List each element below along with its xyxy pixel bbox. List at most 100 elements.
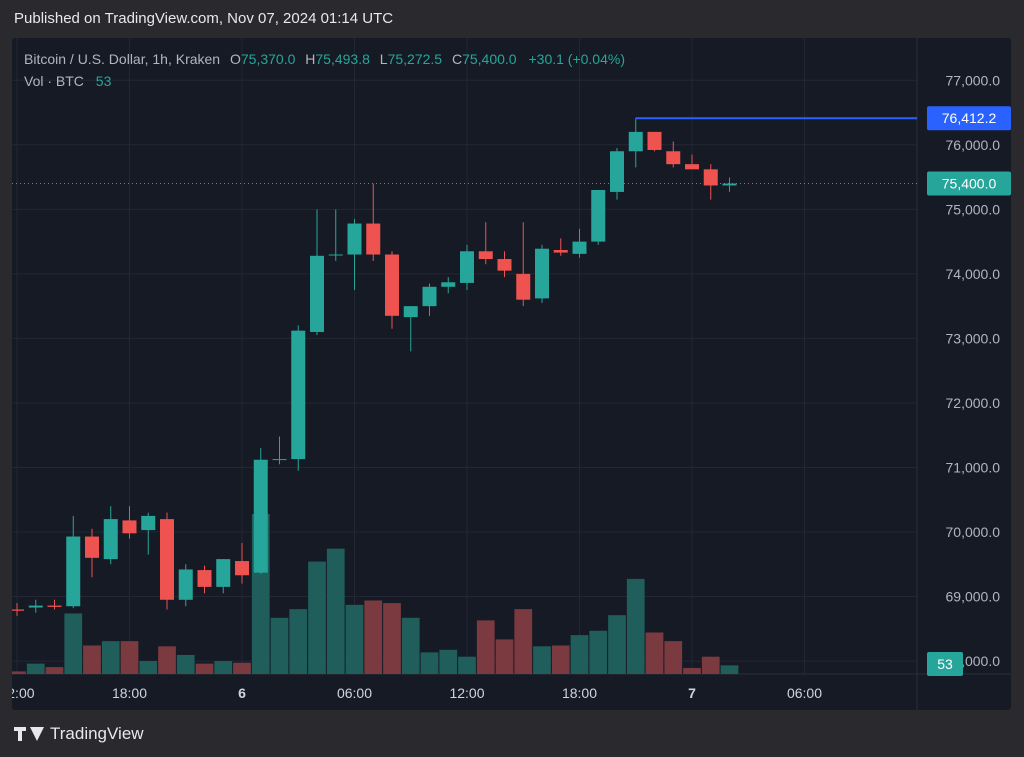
y-tick-label: 76,000.0	[946, 137, 1001, 153]
x-tick-label: 06:00	[337, 685, 372, 701]
volume-value: 53	[95, 73, 112, 89]
candlestick-chart[interactable]: 68,000.069,000.070,000.071,000.072,000.0…	[12, 38, 1011, 710]
volume-bar	[458, 656, 476, 674]
volume-bar	[664, 641, 683, 674]
volume-bar	[289, 609, 308, 674]
volume-label: Vol · BTC	[24, 73, 84, 89]
volume-bar	[720, 665, 739, 674]
candle-body	[628, 131, 643, 152]
published-header: Published on TradingView.com, Nov 07, 20…	[14, 10, 394, 27]
y-tick-label: 69,000.0	[946, 589, 1001, 605]
candle-body	[441, 282, 456, 287]
y-tick-label: 70,000.0	[946, 524, 1001, 540]
volume-bar	[495, 639, 514, 674]
candle-body	[103, 519, 118, 560]
y-tick-label: 75,000.0	[946, 201, 1001, 217]
candle-body	[235, 561, 249, 576]
volume-bar	[326, 548, 345, 674]
tradingview-logo-icon	[14, 725, 44, 743]
volume-bar	[383, 603, 401, 674]
candle-body	[591, 189, 606, 242]
low-label: L	[379, 51, 388, 67]
candle-body	[47, 605, 62, 607]
candle-body	[385, 254, 399, 316]
volume-bar	[514, 609, 533, 674]
candle-body	[497, 259, 512, 271]
candle-body	[703, 169, 718, 186]
volume-badge-label: 53	[937, 656, 953, 672]
volume-bar	[364, 600, 383, 674]
volume-bar	[420, 652, 439, 674]
volume-bar	[608, 615, 626, 674]
candle-body	[178, 569, 193, 600]
volume-bar	[233, 662, 251, 674]
y-tick-label: 72,000.0	[946, 395, 1001, 411]
candle-body	[66, 536, 81, 607]
candle-body	[478, 251, 493, 260]
volume-bar	[401, 617, 420, 674]
candle-body	[141, 515, 156, 531]
volume-bar	[45, 667, 64, 674]
x-tick-label: 7	[688, 685, 696, 701]
y-tick-label: 71,000.0	[946, 459, 1001, 475]
symbol-title: Bitcoin / U.S. Dollar, 1h, Kraken	[24, 51, 221, 67]
volume-row: Vol · BTC 53	[24, 70, 625, 92]
candle-body	[460, 251, 474, 283]
candle-body	[403, 306, 418, 318]
x-tick-label: 12:00	[12, 685, 35, 701]
candle-body	[12, 609, 24, 611]
candle-body	[216, 559, 231, 587]
volume-bar	[551, 645, 570, 674]
candle-body	[310, 255, 324, 332]
volume-bar	[120, 641, 139, 674]
volume-bar	[83, 645, 101, 674]
volume-bar	[139, 661, 158, 674]
volume-bar	[645, 632, 664, 674]
chart-frame[interactable]: 68,000.0 69,000.0 70,000.0 71,000.0 72,000.0…	[12, 38, 1011, 710]
close-label: C	[451, 51, 463, 67]
candle-body	[722, 183, 737, 186]
candle-body	[291, 330, 306, 460]
candle-body	[347, 223, 362, 255]
change-value: +30.1 (+0.04%)	[528, 51, 625, 67]
y-tick-label: 77,000.0	[946, 72, 1001, 88]
last-price-badge	[927, 171, 1011, 196]
volume-bar	[439, 649, 458, 674]
candle-body	[160, 519, 174, 600]
candle-body	[647, 131, 662, 150]
volume-bar	[195, 663, 214, 674]
volume-bar	[176, 654, 195, 674]
chart-background	[12, 38, 1011, 710]
volume-bar	[26, 663, 45, 674]
last-price-label: 75,400.0	[942, 176, 997, 192]
candle-body	[85, 536, 99, 558]
candle-body	[553, 249, 568, 253]
volume-bar	[626, 578, 645, 674]
x-tick-label: 6	[238, 685, 246, 701]
candle-body	[272, 459, 287, 461]
high-value: 75,493.8	[315, 51, 370, 67]
candle-body	[28, 605, 43, 608]
volume-bar	[101, 641, 120, 674]
candle-body	[422, 286, 437, 307]
high-label: H	[305, 51, 316, 67]
footer-brand[interactable]: TradingView	[14, 724, 144, 744]
candle-body	[685, 164, 699, 170]
candle-body	[197, 570, 212, 587]
chart-legend: Bitcoin / U.S. Dollar, 1h, Kraken O75,37…	[24, 48, 625, 92]
volume-bar	[158, 646, 176, 674]
candle-body	[610, 151, 624, 192]
candle-body	[666, 151, 681, 165]
ohlc-row: Bitcoin / U.S. Dollar, 1h, Kraken O75,37…	[24, 48, 625, 70]
volume-bar	[12, 671, 26, 674]
volume-bar	[270, 617, 289, 674]
candle-body	[516, 273, 531, 300]
volume-bar	[308, 561, 326, 674]
candle-body	[535, 248, 549, 299]
volume-bar	[589, 630, 608, 674]
volume-badge	[927, 652, 963, 676]
volume-bar	[214, 661, 233, 674]
x-tick-label: 12:00	[449, 685, 484, 701]
open-label: O	[229, 51, 241, 67]
volume-bar	[701, 656, 720, 674]
